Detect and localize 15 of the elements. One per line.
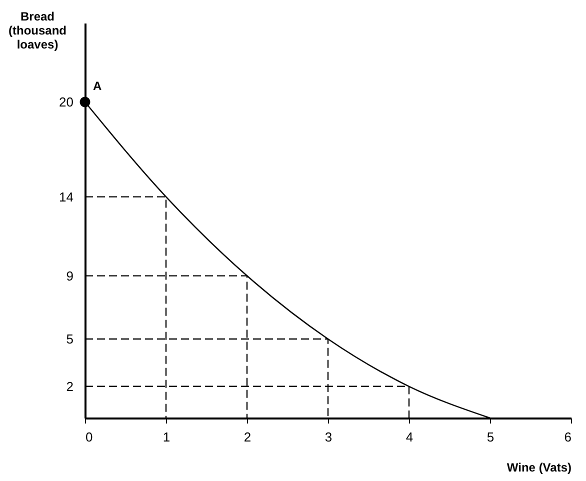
x-tick-label: 0 — [86, 430, 93, 444]
annotation: A — [93, 79, 102, 93]
y-tick-label: 14 — [59, 189, 74, 204]
x-tick-label: 6 — [564, 430, 572, 444]
y-axis-title: Bread (thousand loaves) — [8, 10, 66, 52]
y-tick-label: 9 — [66, 268, 74, 284]
x-tick-label: 4 — [406, 430, 414, 444]
y-tick-label: 5 — [66, 332, 74, 346]
x-tick-label: 3 — [324, 430, 332, 444]
x-axis-title: Wine (Vats) — [506, 460, 572, 474]
x-tick-label: 1 — [162, 430, 170, 444]
x-tick-label: 5 — [486, 430, 494, 444]
x-tick-label: 2 — [244, 430, 252, 444]
y-tick-label: 2 — [66, 378, 74, 394]
y-tick-label: 20 — [59, 94, 74, 110]
